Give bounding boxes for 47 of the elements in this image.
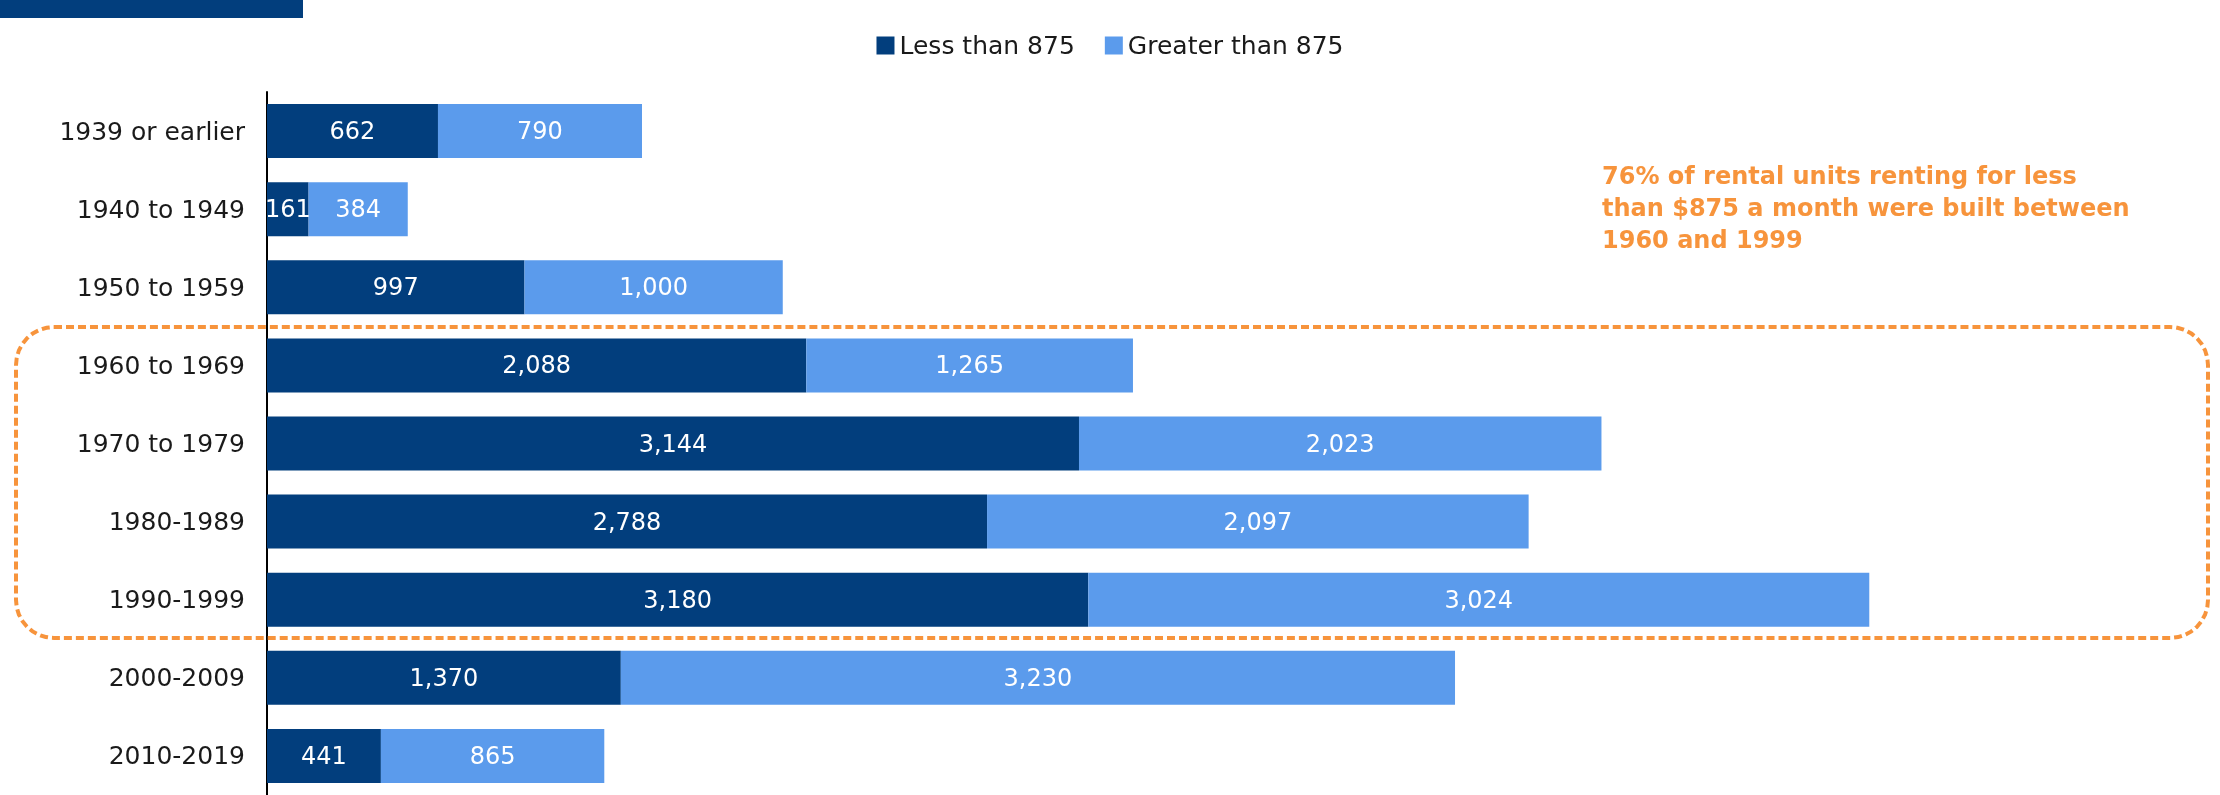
bar bbox=[267, 338, 807, 393]
y-tick-label: 1939 or earlier bbox=[59, 116, 246, 146]
data-label: 662 bbox=[329, 117, 376, 146]
bar bbox=[1088, 572, 1870, 627]
data-label: 3,024 bbox=[1444, 585, 1514, 614]
bar bbox=[267, 728, 381, 783]
annotation: 76% of rental units renting for less than $875 a month were built between 1960 and 1999 bbox=[1602, 162, 2138, 254]
data-label: 2,088 bbox=[502, 351, 571, 380]
data-label: 384 bbox=[335, 195, 382, 224]
y-tick-label: 1980-1989 bbox=[108, 507, 245, 537]
data-label: 997 bbox=[372, 273, 419, 302]
y-tick-label: 2000-2009 bbox=[108, 663, 245, 693]
data-label: 790 bbox=[517, 117, 563, 146]
y-tick-label: 1950 to 1959 bbox=[76, 272, 245, 302]
data-label: 3,144 bbox=[638, 429, 708, 458]
data-label: 2,023 bbox=[1305, 429, 1375, 458]
bar bbox=[267, 416, 1079, 471]
bar bbox=[380, 728, 605, 783]
bar bbox=[267, 260, 525, 315]
y-tick-label: 1960 to 1969 bbox=[76, 350, 245, 380]
bar bbox=[806, 338, 1133, 393]
data-label: 3,180 bbox=[643, 585, 712, 614]
data-label: 1,370 bbox=[409, 663, 479, 692]
bar bbox=[1078, 416, 1602, 471]
bar bbox=[437, 104, 642, 159]
y-tick-label: 1940 to 1949 bbox=[76, 194, 245, 224]
data-label: 161 bbox=[264, 195, 311, 224]
legend-label: Greater than 875 bbox=[1127, 31, 1344, 60]
data-label: 1,000 bbox=[619, 273, 688, 302]
data-label: 441 bbox=[301, 741, 347, 770]
bar bbox=[308, 182, 408, 237]
bar bbox=[620, 650, 1456, 705]
y-tick-label: 1970 to 1979 bbox=[76, 429, 245, 458]
data-label: 3,230 bbox=[1003, 663, 1073, 692]
data-label: 1,265 bbox=[935, 351, 1004, 380]
bar bbox=[267, 494, 988, 549]
data-label: 865 bbox=[469, 741, 516, 770]
y-tick-label: 1990-1999 bbox=[108, 585, 245, 615]
bar bbox=[524, 260, 783, 315]
legend-label: Less than 875 bbox=[899, 31, 1075, 60]
data-label: 2,097 bbox=[1223, 507, 1293, 536]
data-label: 2,788 bbox=[592, 507, 662, 536]
y-tick-label: 2010-2019 bbox=[108, 741, 245, 771]
bar bbox=[267, 104, 438, 159]
bar bbox=[987, 494, 1529, 549]
bar bbox=[267, 572, 1089, 627]
bar bbox=[267, 650, 621, 705]
